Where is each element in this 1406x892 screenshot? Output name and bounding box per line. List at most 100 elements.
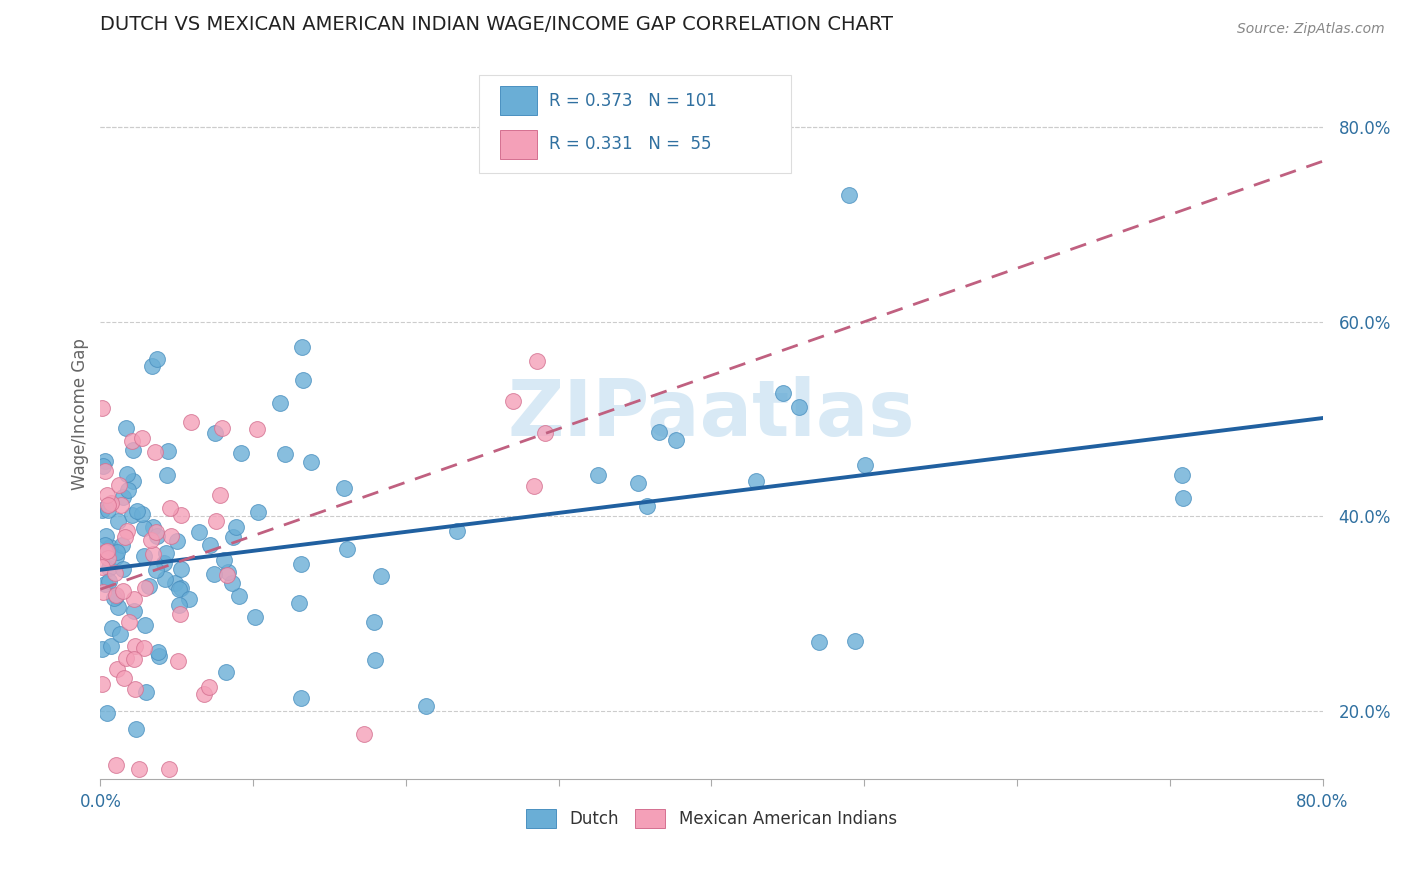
- FancyBboxPatch shape: [501, 86, 537, 115]
- Point: [215, 567, 238, 582]
- Point: [648, 425, 671, 439]
- Point: [118, 615, 141, 630]
- Point: [290, 691, 312, 706]
- Point: [105, 662, 128, 676]
- Point: [167, 598, 190, 612]
- Point: [145, 563, 167, 577]
- Point: [91, 458, 114, 473]
- Point: [90, 642, 112, 657]
- FancyBboxPatch shape: [501, 129, 537, 159]
- Point: [107, 599, 129, 614]
- Point: [152, 556, 174, 570]
- Text: Source: ZipAtlas.com: Source: ZipAtlas.com: [1237, 22, 1385, 37]
- Text: DUTCH VS MEXICAN AMERICAN INDIAN WAGE/INCOME GAP CORRELATION CHART: DUTCH VS MEXICAN AMERICAN INDIAN WAGE/IN…: [100, 15, 893, 34]
- Point: [221, 530, 243, 544]
- Point: [193, 687, 215, 701]
- Point: [96, 498, 118, 512]
- Point: [97, 551, 120, 566]
- Point: [114, 671, 136, 685]
- Point: [117, 524, 139, 538]
- Point: [141, 533, 163, 548]
- Point: [101, 621, 124, 635]
- Point: [188, 524, 211, 539]
- Point: [148, 649, 170, 664]
- Point: [97, 574, 120, 588]
- Point: [132, 640, 155, 655]
- Point: [111, 538, 134, 552]
- Point: [159, 501, 181, 516]
- Point: [170, 581, 193, 595]
- Point: [112, 583, 135, 598]
- Point: [288, 596, 311, 610]
- Point: [1173, 491, 1195, 505]
- Point: [627, 475, 650, 490]
- Point: [155, 546, 177, 560]
- Point: [370, 569, 392, 583]
- Point: [146, 351, 169, 366]
- Point: [115, 650, 138, 665]
- Point: [128, 762, 150, 776]
- Point: [292, 374, 315, 388]
- Y-axis label: Wage/Income Gap: Wage/Income Gap: [72, 338, 89, 490]
- Point: [138, 579, 160, 593]
- Point: [97, 561, 120, 575]
- Point: [91, 401, 114, 416]
- Point: [301, 455, 323, 469]
- Point: [204, 425, 226, 440]
- Point: [125, 504, 148, 518]
- Point: [117, 483, 139, 498]
- Point: [167, 582, 190, 596]
- Point: [1171, 468, 1194, 483]
- Point: [838, 188, 860, 202]
- Point: [105, 544, 128, 558]
- Point: [100, 639, 122, 653]
- Point: [853, 458, 876, 472]
- Point: [90, 676, 112, 690]
- Point: [108, 477, 131, 491]
- Point: [141, 359, 163, 374]
- Point: [167, 655, 190, 669]
- Point: [502, 394, 524, 409]
- Point: [246, 505, 269, 519]
- Text: ZIPaatlas: ZIPaatlas: [508, 376, 915, 452]
- Point: [142, 520, 165, 534]
- Point: [166, 534, 188, 549]
- Point: [115, 467, 138, 481]
- Point: [105, 549, 128, 564]
- Point: [100, 496, 122, 510]
- Point: [363, 615, 385, 630]
- Point: [90, 560, 112, 574]
- Point: [121, 434, 143, 448]
- Point: [122, 443, 145, 458]
- Point: [122, 591, 145, 606]
- Point: [153, 573, 176, 587]
- Point: [229, 446, 252, 460]
- Point: [169, 607, 191, 622]
- Point: [165, 575, 187, 590]
- Point: [269, 396, 291, 410]
- Point: [745, 474, 768, 488]
- Point: [121, 508, 143, 522]
- Point: [336, 542, 359, 557]
- Point: [202, 567, 225, 582]
- Point: [96, 706, 118, 720]
- Point: [103, 566, 125, 580]
- Point: [124, 682, 146, 697]
- Point: [225, 520, 247, 534]
- Point: [125, 722, 148, 736]
- Point: [93, 576, 115, 591]
- Point: [96, 488, 118, 502]
- Point: [274, 446, 297, 460]
- Point: [114, 530, 136, 544]
- Point: [243, 609, 266, 624]
- Point: [415, 698, 437, 713]
- Point: [180, 415, 202, 429]
- Point: [665, 433, 688, 447]
- Point: [807, 635, 830, 649]
- Point: [156, 444, 179, 458]
- Point: [135, 685, 157, 699]
- Point: [112, 562, 135, 576]
- Point: [157, 762, 180, 776]
- Point: [179, 592, 201, 607]
- Point: [170, 508, 193, 522]
